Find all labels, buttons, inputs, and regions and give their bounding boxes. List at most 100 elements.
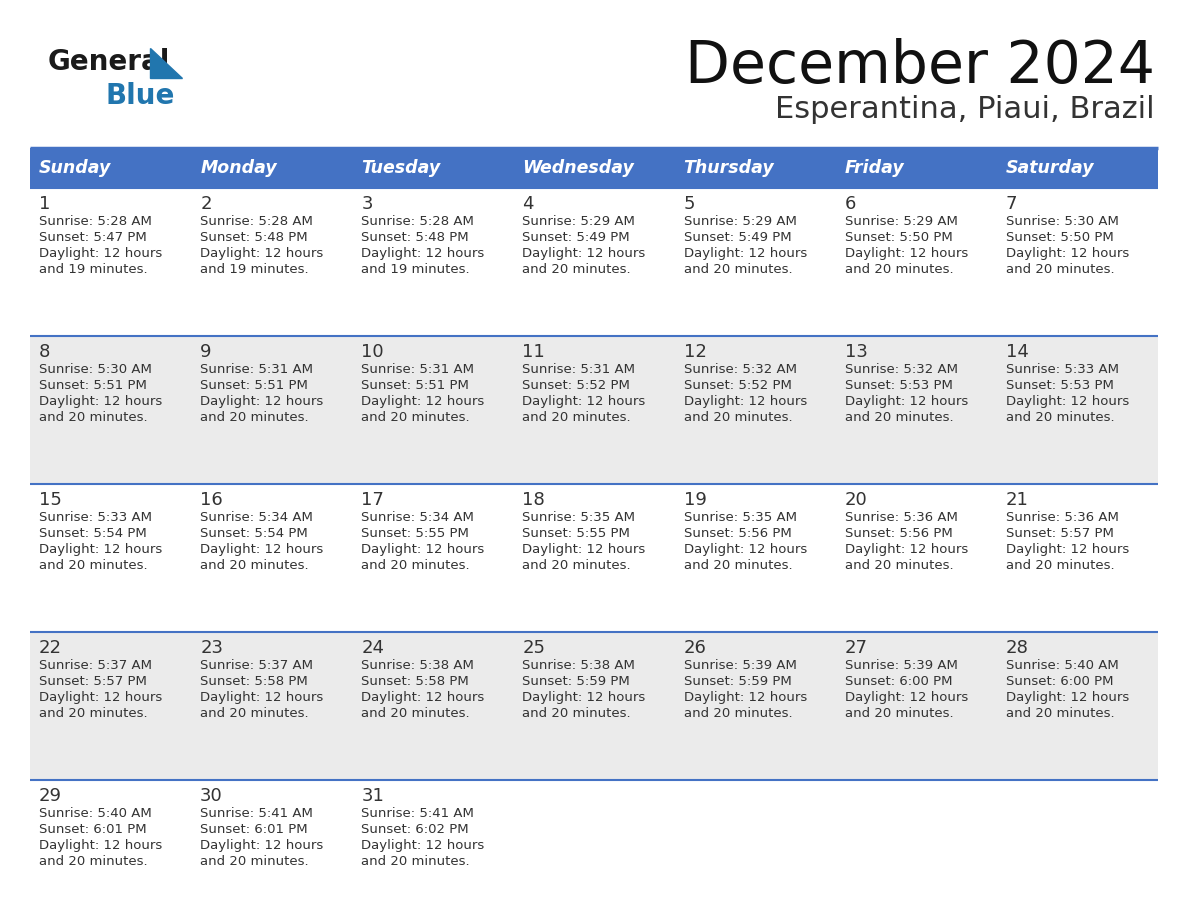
Text: Sunset: 5:50 PM: Sunset: 5:50 PM [1006, 231, 1113, 244]
Text: Sunrise: 5:29 AM: Sunrise: 5:29 AM [683, 215, 796, 228]
Text: and 19 minutes.: and 19 minutes. [361, 263, 470, 276]
Text: Sunset: 5:48 PM: Sunset: 5:48 PM [200, 231, 308, 244]
Text: and 20 minutes.: and 20 minutes. [1006, 263, 1114, 276]
Text: 16: 16 [200, 491, 223, 509]
Text: 4: 4 [523, 195, 533, 213]
Text: Sunset: 5:58 PM: Sunset: 5:58 PM [200, 675, 308, 688]
Text: and 20 minutes.: and 20 minutes. [523, 411, 631, 424]
Text: Sunset: 5:56 PM: Sunset: 5:56 PM [845, 527, 953, 540]
Text: Sunset: 5:55 PM: Sunset: 5:55 PM [361, 527, 469, 540]
Text: and 20 minutes.: and 20 minutes. [683, 263, 792, 276]
Text: Sunset: 6:00 PM: Sunset: 6:00 PM [845, 675, 953, 688]
Text: 24: 24 [361, 639, 384, 657]
Text: Daylight: 12 hours: Daylight: 12 hours [39, 543, 163, 556]
Text: Sunrise: 5:31 AM: Sunrise: 5:31 AM [523, 363, 636, 376]
Text: Sunrise: 5:29 AM: Sunrise: 5:29 AM [523, 215, 636, 228]
Bar [30, 484, 1158, 632]
Text: Sunrise: 5:33 AM: Sunrise: 5:33 AM [1006, 363, 1119, 376]
Text: Sunrise: 5:30 AM: Sunrise: 5:30 AM [1006, 215, 1119, 228]
Text: and 19 minutes.: and 19 minutes. [39, 263, 147, 276]
Text: and 20 minutes.: and 20 minutes. [39, 559, 147, 572]
Text: Sunset: 5:52 PM: Sunset: 5:52 PM [523, 379, 631, 392]
Text: and 20 minutes.: and 20 minutes. [845, 263, 953, 276]
Text: Daylight: 12 hours: Daylight: 12 hours [361, 247, 485, 260]
Text: Sunrise: 5:33 AM: Sunrise: 5:33 AM [39, 511, 152, 524]
Text: Sunrise: 5:34 AM: Sunrise: 5:34 AM [361, 511, 474, 524]
Bar [30, 632, 1158, 780]
Text: 30: 30 [200, 787, 223, 805]
Text: Sunday: Sunday [39, 159, 112, 177]
Text: and 20 minutes.: and 20 minutes. [845, 559, 953, 572]
Text: Daylight: 12 hours: Daylight: 12 hours [845, 691, 968, 704]
Text: 14: 14 [1006, 343, 1029, 361]
Text: and 20 minutes.: and 20 minutes. [1006, 707, 1114, 720]
Text: Sunrise: 5:32 AM: Sunrise: 5:32 AM [683, 363, 797, 376]
Text: 5: 5 [683, 195, 695, 213]
Text: Sunset: 5:59 PM: Sunset: 5:59 PM [523, 675, 630, 688]
Text: Sunset: 5:54 PM: Sunset: 5:54 PM [39, 527, 147, 540]
Text: Sunset: 5:55 PM: Sunset: 5:55 PM [523, 527, 631, 540]
Text: and 20 minutes.: and 20 minutes. [200, 855, 309, 868]
Text: Esperantina, Piaui, Brazil: Esperantina, Piaui, Brazil [776, 95, 1155, 124]
Text: and 20 minutes.: and 20 minutes. [361, 707, 470, 720]
Polygon shape [150, 48, 182, 78]
Text: Daylight: 12 hours: Daylight: 12 hours [683, 691, 807, 704]
Text: Daylight: 12 hours: Daylight: 12 hours [200, 247, 323, 260]
Text: Sunset: 5:54 PM: Sunset: 5:54 PM [200, 527, 308, 540]
Text: Daylight: 12 hours: Daylight: 12 hours [845, 395, 968, 408]
Text: and 20 minutes.: and 20 minutes. [845, 707, 953, 720]
Text: and 20 minutes.: and 20 minutes. [523, 263, 631, 276]
Text: Sunrise: 5:34 AM: Sunrise: 5:34 AM [200, 511, 312, 524]
Bar [30, 188, 1158, 336]
Text: Sunset: 5:53 PM: Sunset: 5:53 PM [1006, 379, 1113, 392]
Text: and 20 minutes.: and 20 minutes. [683, 411, 792, 424]
Text: Sunrise: 5:35 AM: Sunrise: 5:35 AM [523, 511, 636, 524]
Text: and 20 minutes.: and 20 minutes. [683, 707, 792, 720]
Text: Sunset: 6:00 PM: Sunset: 6:00 PM [1006, 675, 1113, 688]
Text: 2: 2 [200, 195, 211, 213]
Text: and 20 minutes.: and 20 minutes. [845, 411, 953, 424]
Text: and 20 minutes.: and 20 minutes. [361, 411, 470, 424]
Text: Daylight: 12 hours: Daylight: 12 hours [1006, 247, 1129, 260]
Text: Sunrise: 5:31 AM: Sunrise: 5:31 AM [361, 363, 474, 376]
Text: Sunset: 5:52 PM: Sunset: 5:52 PM [683, 379, 791, 392]
Text: Daylight: 12 hours: Daylight: 12 hours [683, 395, 807, 408]
Text: Daylight: 12 hours: Daylight: 12 hours [523, 395, 646, 408]
Text: Sunrise: 5:41 AM: Sunrise: 5:41 AM [361, 807, 474, 820]
Text: Sunset: 5:59 PM: Sunset: 5:59 PM [683, 675, 791, 688]
Text: Blue: Blue [105, 82, 175, 110]
Text: and 20 minutes.: and 20 minutes. [200, 411, 309, 424]
Text: 9: 9 [200, 343, 211, 361]
Text: 11: 11 [523, 343, 545, 361]
Text: 10: 10 [361, 343, 384, 361]
Text: Sunrise: 5:28 AM: Sunrise: 5:28 AM [39, 215, 152, 228]
Text: Wednesday: Wednesday [523, 159, 634, 177]
Text: Sunset: 5:51 PM: Sunset: 5:51 PM [361, 379, 469, 392]
Text: and 19 minutes.: and 19 minutes. [200, 263, 309, 276]
Text: and 20 minutes.: and 20 minutes. [200, 559, 309, 572]
Bar [30, 148, 191, 188]
Text: Saturday: Saturday [1006, 159, 1094, 177]
Bar [513, 148, 675, 188]
Text: Daylight: 12 hours: Daylight: 12 hours [200, 543, 323, 556]
Text: Sunrise: 5:36 AM: Sunrise: 5:36 AM [845, 511, 958, 524]
Text: 6: 6 [845, 195, 857, 213]
Text: Sunset: 6:02 PM: Sunset: 6:02 PM [361, 823, 469, 836]
Text: Sunrise: 5:37 AM: Sunrise: 5:37 AM [39, 659, 152, 672]
Text: 13: 13 [845, 343, 867, 361]
Text: Sunrise: 5:38 AM: Sunrise: 5:38 AM [361, 659, 474, 672]
Text: Daylight: 12 hours: Daylight: 12 hours [845, 543, 968, 556]
Text: 29: 29 [39, 787, 62, 805]
Text: Sunrise: 5:39 AM: Sunrise: 5:39 AM [845, 659, 958, 672]
Text: Thursday: Thursday [683, 159, 775, 177]
Bar [30, 780, 1158, 918]
Text: 27: 27 [845, 639, 867, 657]
Text: Sunset: 5:49 PM: Sunset: 5:49 PM [683, 231, 791, 244]
Text: Daylight: 12 hours: Daylight: 12 hours [361, 839, 485, 852]
Bar [675, 148, 835, 188]
Text: Daylight: 12 hours: Daylight: 12 hours [523, 691, 646, 704]
Text: Monday: Monday [200, 159, 277, 177]
Text: Sunset: 5:51 PM: Sunset: 5:51 PM [39, 379, 147, 392]
Text: Sunset: 5:50 PM: Sunset: 5:50 PM [845, 231, 953, 244]
Text: Daylight: 12 hours: Daylight: 12 hours [1006, 691, 1129, 704]
